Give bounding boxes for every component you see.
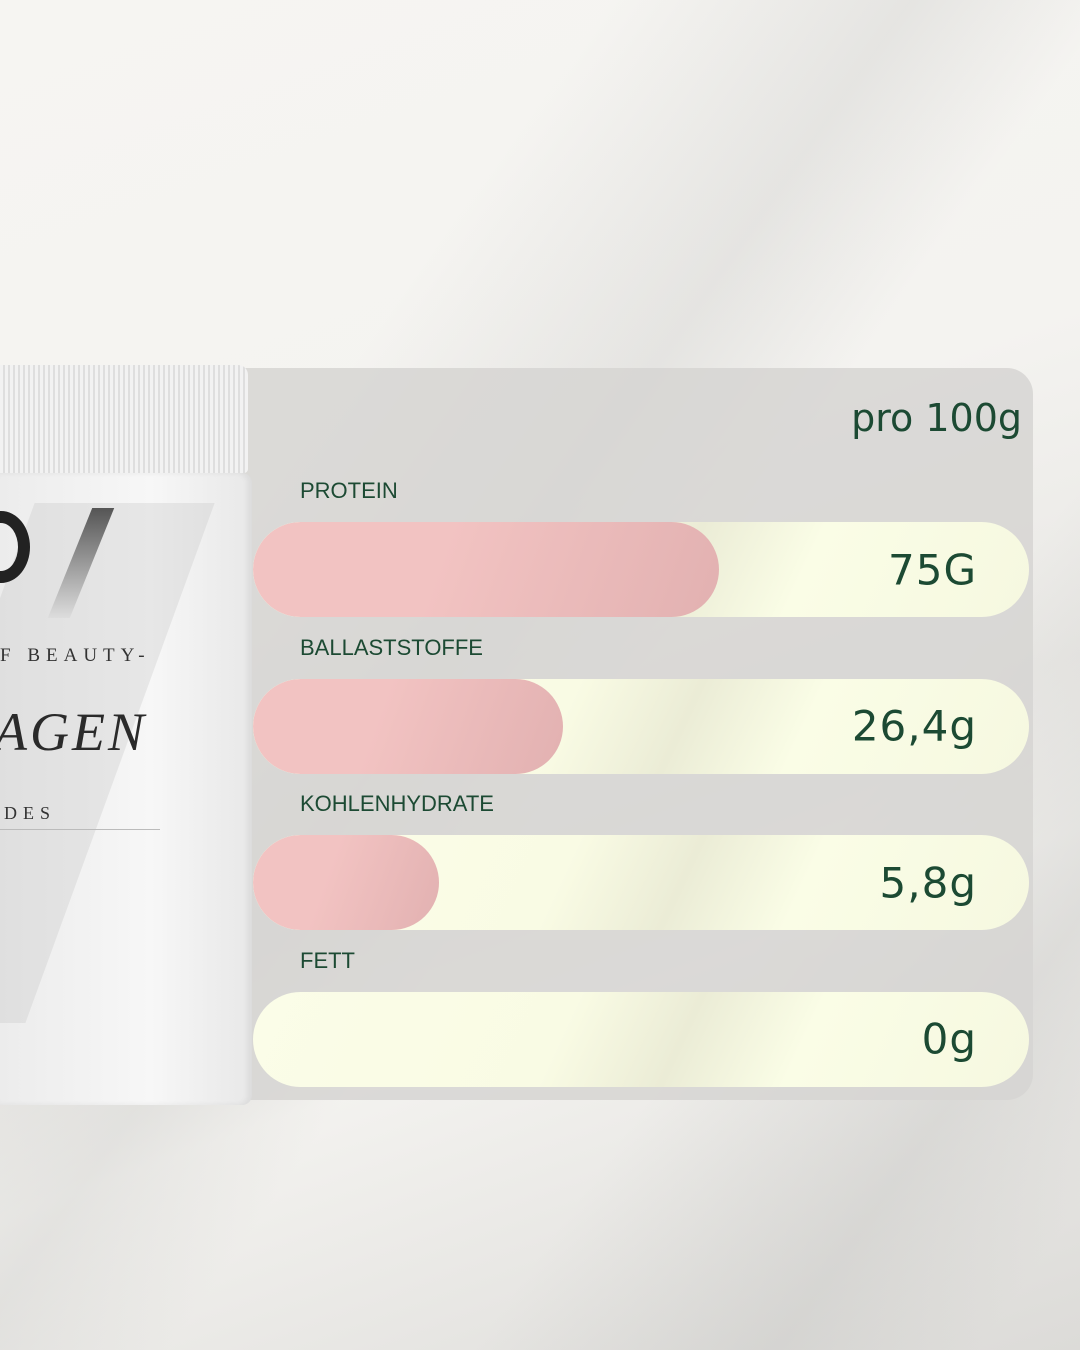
bar-fill [253,678,564,774]
bar-value-label: 26,4g [851,701,977,751]
bar-track: 75G [253,522,1029,617]
bar-fill [253,522,719,617]
bar-fill [253,835,440,930]
unit-label: pro 100g [851,396,1022,440]
bar-label: FETT [300,947,355,973]
bar-track: 5,8g [253,835,1029,930]
bar-label: PROTEIN [300,478,398,503]
jar-text-line1: F BEAUTY- [0,645,151,666]
bar-track: 26,4g [253,678,1029,774]
jar-text-line2: AGEN [0,702,147,762]
jar-label: F BEAUTY- AGEN DES [0,473,252,1105]
bar-value-label: 75G [888,545,977,594]
jar-divider [0,829,160,830]
bar-label: KOHLENHYDRATE [300,791,494,816]
logo-v-shape [0,503,215,1023]
jar-text-line3: DES [4,803,57,823]
bar-value-label: 5,8g [879,858,977,907]
jar-lid [0,365,248,473]
bar-value-label: 0g [921,1014,977,1064]
bar-label: BALLASTSTOFFE [300,634,483,660]
product-jar: F BEAUTY- AGEN DES [0,365,252,1105]
bar-track: 0g [253,991,1029,1087]
